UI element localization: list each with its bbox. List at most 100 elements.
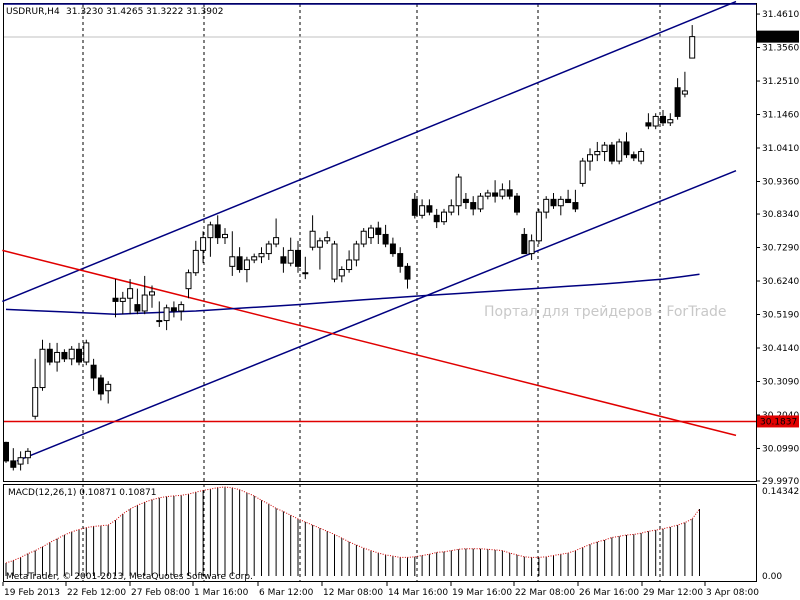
bearish-candle-body bbox=[61, 351, 68, 360]
bullish-candle-body bbox=[652, 115, 659, 127]
watermark: Портал для трейдеров - ForTrade bbox=[484, 304, 727, 320]
candle bbox=[382, 224, 389, 248]
bullish-candle-body bbox=[68, 348, 75, 360]
bearish-candle-body bbox=[411, 198, 418, 216]
bearish-candle-body bbox=[76, 348, 82, 363]
candle bbox=[54, 342, 61, 372]
bullish-candle-body bbox=[455, 176, 462, 207]
bullish-candle-body bbox=[316, 240, 323, 248]
bearish-candle-body bbox=[170, 307, 177, 312]
candle bbox=[674, 78, 681, 120]
bullish-candle-body bbox=[265, 243, 272, 255]
candle bbox=[579, 157, 586, 187]
time-axis: 19 Feb 2013 22 Feb 12:00 27 Feb 08:00 1 Mar… bbox=[2, 582, 759, 598]
candle bbox=[375, 221, 382, 245]
bearish-candle-body bbox=[492, 192, 499, 197]
bullish-candle-body bbox=[689, 36, 696, 59]
candle bbox=[630, 151, 637, 162]
bearish-candle-body bbox=[382, 233, 389, 245]
bearish-candle-body bbox=[572, 202, 579, 210]
current-price-badge bbox=[757, 30, 799, 43]
bullish-candle-body bbox=[302, 272, 309, 275]
bullish-candle-body bbox=[616, 141, 623, 162]
candle bbox=[222, 228, 228, 245]
candle bbox=[295, 240, 301, 273]
candle bbox=[477, 192, 484, 213]
current-price-label: 31.3902 bbox=[760, 33, 797, 43]
candle bbox=[528, 234, 535, 260]
candle bbox=[316, 237, 323, 270]
bullish-candle-body bbox=[353, 243, 360, 261]
bearish-candle-body bbox=[375, 227, 382, 235]
candle bbox=[441, 208, 447, 225]
time-label: 19 Feb 2013 bbox=[4, 588, 60, 598]
bullish-candle-body bbox=[185, 272, 192, 290]
bullish-candle-body bbox=[178, 304, 185, 312]
bullish-candle-body bbox=[601, 144, 608, 153]
channel-upper-line bbox=[2, 0, 737, 303]
time-label: 26 Mar 16:00 bbox=[579, 588, 639, 598]
bullish-candle-body bbox=[681, 90, 688, 95]
price-label: 30.8340 bbox=[762, 210, 799, 220]
bullish-candle-body bbox=[163, 307, 170, 322]
candle bbox=[521, 228, 528, 255]
price-label: 31.2510 bbox=[762, 77, 799, 87]
candle bbox=[411, 192, 418, 219]
chart-symbol: USDRUR,H4 bbox=[6, 7, 60, 17]
time-label: 1 Mar 16:00 bbox=[194, 588, 249, 598]
candle bbox=[83, 339, 90, 366]
hline-price-badge bbox=[757, 415, 799, 428]
candle bbox=[200, 231, 207, 264]
bullish-candle-body bbox=[441, 211, 447, 223]
bearish-candle-body bbox=[506, 189, 513, 197]
candle bbox=[258, 247, 265, 264]
candle bbox=[645, 113, 652, 130]
bullish-candle-body bbox=[484, 192, 491, 197]
candle bbox=[353, 240, 360, 267]
macd-frame bbox=[3, 484, 757, 582]
macd-label: MACD(12,26,1) 0.10871 0.10871 bbox=[8, 488, 157, 498]
bullish-candle-body bbox=[222, 233, 228, 239]
candle bbox=[324, 231, 331, 245]
bullish-candle-body bbox=[258, 253, 265, 258]
candle bbox=[251, 253, 258, 264]
candle bbox=[338, 266, 345, 283]
time-label: 22 Mar 08:00 bbox=[515, 588, 575, 598]
bearish-candle-body bbox=[660, 115, 666, 124]
price-label: 30.6240 bbox=[762, 277, 799, 287]
bullish-candle-body bbox=[368, 227, 374, 239]
bullish-candle-body bbox=[528, 240, 535, 255]
candle bbox=[389, 237, 396, 257]
candle bbox=[127, 279, 134, 315]
candle bbox=[667, 113, 674, 127]
candle bbox=[638, 148, 645, 165]
candle bbox=[302, 256, 309, 280]
bearish-candle-body bbox=[214, 224, 221, 239]
candle bbox=[32, 358, 39, 420]
bearish-candle-body bbox=[10, 460, 17, 468]
candle bbox=[119, 291, 126, 315]
bearish-candle-body bbox=[645, 122, 652, 127]
bullish-candle-body bbox=[39, 348, 46, 389]
candle bbox=[105, 381, 112, 404]
bearish-candle-body bbox=[90, 364, 97, 379]
time-label: 19 Mar 16:00 bbox=[452, 588, 512, 598]
bearish-candle-body bbox=[404, 265, 411, 280]
moving-average-line bbox=[5, 273, 700, 315]
bullish-candle-body bbox=[535, 211, 542, 242]
bullish-candle-body bbox=[667, 119, 674, 124]
candle bbox=[10, 448, 17, 471]
bullish-candle-body bbox=[309, 230, 316, 248]
bullish-candle-body bbox=[24, 450, 31, 459]
time-label: 14 Mar 16:00 bbox=[388, 588, 448, 598]
bullish-candle-body bbox=[83, 342, 90, 363]
candle bbox=[170, 301, 177, 318]
candle bbox=[535, 208, 542, 245]
price-label: 31.4610 bbox=[762, 10, 799, 20]
candle bbox=[681, 71, 688, 98]
candle bbox=[90, 358, 97, 391]
price-label: 31.3560 bbox=[762, 44, 799, 54]
candle bbox=[448, 199, 455, 216]
bearish-candle-body bbox=[46, 348, 53, 363]
